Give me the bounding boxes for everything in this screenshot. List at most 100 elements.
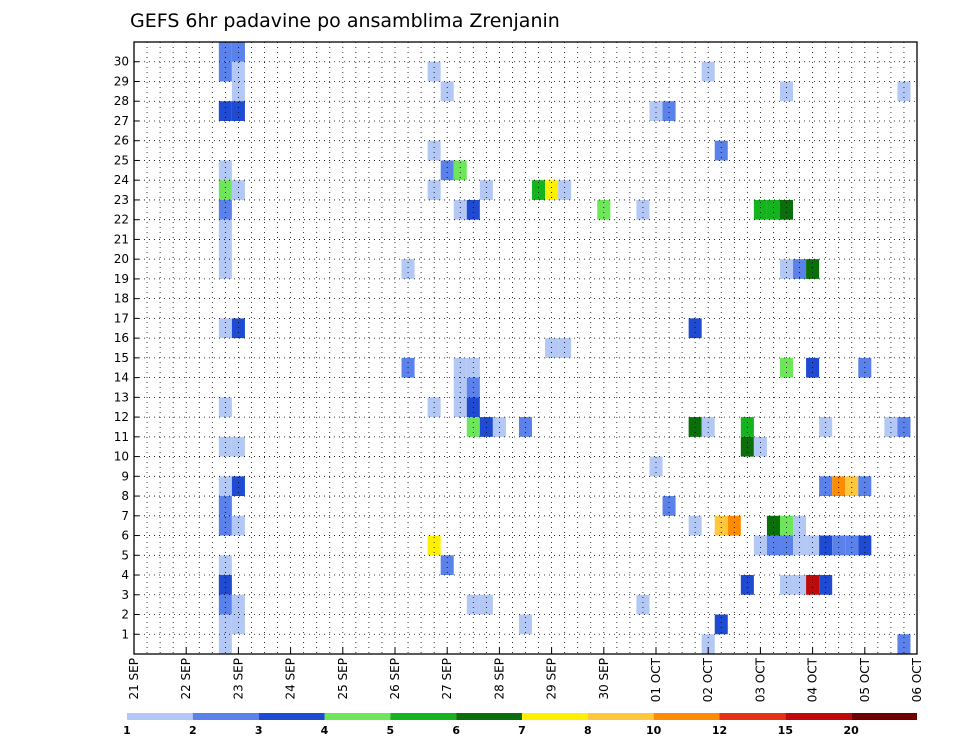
legend-swatch — [785, 713, 852, 720]
y-tick-label: 7 — [121, 509, 129, 523]
plot-axes — [133, 41, 918, 655]
heatmap-cell — [427, 180, 441, 200]
y-tick-label: 19 — [114, 272, 129, 286]
heatmap-cell — [714, 614, 728, 635]
legend-swatch — [587, 713, 654, 720]
heatmap-cell — [858, 476, 872, 497]
heatmap-cell — [218, 318, 232, 339]
x-tick-label: 06 OCT — [910, 657, 924, 702]
heatmap-cell — [779, 199, 794, 220]
heatmap-cell — [231, 614, 245, 635]
heatmap-cell — [766, 535, 780, 556]
y-tick-label: 28 — [114, 94, 129, 108]
heatmap-cell — [558, 180, 572, 200]
legend-label: 1 — [123, 724, 131, 737]
y-tick-label: 29 — [114, 74, 129, 88]
heatmap-cell — [218, 219, 232, 240]
heatmap-cell — [218, 42, 232, 62]
heatmap-cell — [231, 515, 245, 536]
legend-label: 6 — [452, 724, 460, 737]
legend-label: 3 — [255, 724, 263, 737]
legend-label: 10 — [646, 724, 662, 737]
heatmap-cell — [218, 555, 232, 576]
y-tick-label: 3 — [121, 588, 129, 602]
y-tick-label: 12 — [114, 410, 129, 424]
y-tick-label: 23 — [114, 193, 129, 207]
y-tick-label: 30 — [114, 55, 129, 69]
heatmap-cell — [532, 180, 546, 200]
heatmap-cell — [727, 515, 741, 536]
heatmap-cell — [740, 436, 754, 457]
heatmap-cell — [845, 476, 859, 497]
heatmap-cell — [793, 515, 807, 536]
x-tick-label: 24 SEP — [284, 658, 298, 700]
legend-swatch — [324, 713, 391, 720]
heatmap-cell — [819, 417, 833, 437]
color-legend: 1 2 3 4 5 6 7 8 10 12 15 20 — [123, 713, 917, 737]
heatmap-cells — [218, 42, 911, 654]
legend-swatch — [192, 713, 259, 720]
heatmap-cell — [793, 575, 807, 595]
heatmap-cell — [597, 199, 611, 220]
y-tick-label: 1 — [121, 627, 129, 641]
heatmap-cell — [218, 101, 232, 121]
x-tick-label: 30 SEP — [597, 658, 611, 700]
x-tick-label: 22 SEP — [179, 658, 193, 700]
heatmap-cell — [466, 594, 480, 615]
y-tick-label: 4 — [121, 568, 129, 582]
heatmap-cell — [688, 515, 702, 536]
y-tick-label: 10 — [114, 450, 129, 464]
heatmap-cell — [231, 594, 245, 615]
x-tick-label: 25 SEP — [336, 658, 350, 700]
heatmap-cell — [440, 555, 454, 576]
heatmap-cell — [218, 61, 232, 82]
legend-swatch — [522, 713, 588, 720]
heatmap-cell — [701, 417, 715, 437]
heatmap-cell — [806, 259, 820, 279]
heatmap-cell — [636, 594, 650, 615]
heatmap-cell — [897, 417, 911, 437]
legend-swatch — [258, 713, 325, 720]
heatmap-cell — [440, 81, 454, 102]
heatmap-cell — [218, 594, 232, 615]
x-tick-label: 26 SEP — [388, 658, 402, 700]
x-tick-label: 01 OCT — [649, 657, 663, 702]
y-tick-label: 27 — [114, 114, 129, 128]
chart-title: GEFS 6hr padavine po ansamblima Zrenjani… — [130, 10, 560, 32]
heatmap-cell — [218, 496, 232, 516]
heatmap-cell — [819, 476, 833, 497]
heatmap-cell — [779, 81, 794, 102]
heatmap-cell — [218, 199, 232, 220]
plot-frame — [133, 41, 918, 655]
legend-swatch — [127, 713, 193, 720]
heatmap-cell — [793, 259, 807, 279]
heatmap-cell — [545, 180, 559, 200]
x-tick-labels: 21 SEP 22 SEP 23 SEP 24 SEP 25 SEP 26 SEP 27 S… — [127, 657, 924, 702]
heatmap-cell — [806, 575, 820, 595]
y-tick-label: 14 — [114, 371, 129, 385]
heatmap-cell — [427, 61, 441, 82]
y-tick-label: 13 — [114, 390, 129, 404]
y-tick-label: 2 — [121, 608, 129, 622]
legend-label: 20 — [844, 724, 860, 737]
y-tick-labels: 1234567891011121314151617181920212223242… — [114, 55, 129, 642]
legend-label: 7 — [518, 724, 526, 737]
heatmap-cell — [779, 575, 794, 595]
legend-swatch — [719, 713, 786, 720]
heatmap-cell — [649, 456, 663, 477]
heatmap-cell — [218, 515, 232, 536]
x-tick-label: 21 SEP — [127, 658, 141, 700]
heatmap-cell — [845, 535, 859, 556]
heatmap-cell — [453, 199, 467, 220]
heatmap-cell — [466, 417, 480, 437]
heatmap-cell — [897, 634, 911, 654]
heatmap-cell — [218, 476, 232, 497]
heatmap-cell — [819, 535, 833, 556]
legend-label: 12 — [712, 724, 727, 737]
legend-swatch — [653, 713, 720, 720]
x-tick-label: 23 SEP — [231, 658, 245, 700]
heatmap-cell — [701, 634, 715, 654]
y-tick-label: 18 — [114, 292, 129, 306]
heatmap-cell — [479, 594, 493, 615]
legend-swatch — [390, 713, 457, 720]
